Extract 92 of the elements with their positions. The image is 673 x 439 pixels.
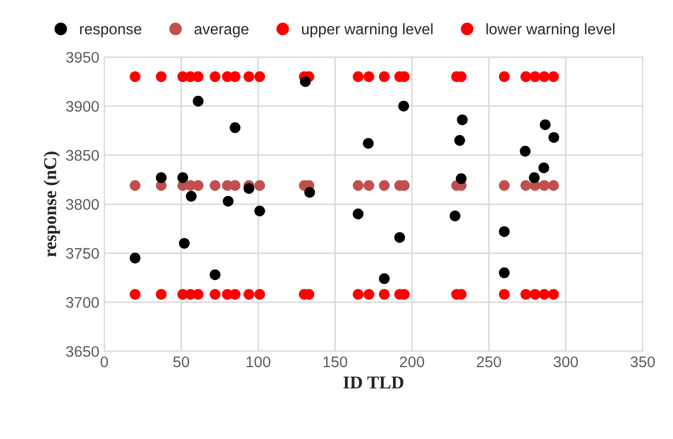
legend-label: response bbox=[80, 26, 142, 38]
point bbox=[548, 132, 560, 143]
x-tick-label: 50 bbox=[173, 356, 190, 368]
point bbox=[192, 96, 204, 107]
point bbox=[456, 114, 468, 126]
point bbox=[130, 288, 140, 300]
point bbox=[498, 288, 510, 300]
y-tick-label: 3900 bbox=[66, 100, 99, 112]
legend-label: upper warning level bbox=[302, 23, 433, 38]
point bbox=[230, 180, 240, 191]
y-axis-title: response (nC) bbox=[44, 152, 60, 257]
point bbox=[540, 119, 551, 130]
x-tick-label: 100 bbox=[246, 356, 270, 368]
point bbox=[538, 71, 550, 82]
point bbox=[130, 252, 140, 264]
x-tick-label: 200 bbox=[400, 356, 424, 368]
point bbox=[244, 71, 254, 82]
point bbox=[156, 71, 167, 82]
point bbox=[156, 288, 167, 300]
x-tick-label: 300 bbox=[554, 356, 578, 368]
point bbox=[156, 172, 167, 184]
point bbox=[254, 180, 266, 191]
point bbox=[378, 288, 390, 300]
point bbox=[210, 180, 220, 191]
y-tick-label: 3700 bbox=[66, 297, 99, 308]
point bbox=[230, 71, 240, 82]
point bbox=[378, 71, 390, 82]
legend-label: lower warning level bbox=[486, 23, 614, 38]
point bbox=[548, 288, 559, 300]
point bbox=[456, 173, 467, 184]
point bbox=[538, 180, 550, 191]
point bbox=[304, 186, 316, 198]
point bbox=[210, 269, 220, 280]
point bbox=[210, 288, 220, 300]
point bbox=[192, 180, 204, 191]
point bbox=[364, 180, 374, 191]
point bbox=[520, 180, 532, 191]
point bbox=[244, 183, 254, 194]
point bbox=[186, 190, 197, 202]
point bbox=[450, 210, 460, 222]
point bbox=[528, 172, 540, 184]
point bbox=[498, 71, 510, 82]
point bbox=[254, 288, 266, 300]
point bbox=[454, 135, 466, 146]
point bbox=[230, 122, 240, 134]
point bbox=[530, 71, 540, 82]
point bbox=[362, 138, 374, 149]
y-tick-label: 3650 bbox=[66, 346, 99, 357]
y-tick-label: 3750 bbox=[66, 248, 99, 259]
point bbox=[177, 172, 188, 184]
point bbox=[520, 288, 532, 300]
point bbox=[244, 288, 254, 300]
point bbox=[352, 180, 364, 191]
x-tick-label: 150 bbox=[323, 356, 348, 368]
point bbox=[538, 288, 550, 300]
point bbox=[230, 288, 240, 300]
point bbox=[394, 232, 406, 243]
y-tick-label: 3800 bbox=[66, 199, 99, 210]
point bbox=[178, 238, 190, 249]
point bbox=[548, 71, 559, 82]
point bbox=[352, 208, 364, 220]
point bbox=[192, 288, 204, 300]
point bbox=[498, 226, 510, 237]
y-tick-label: 3850 bbox=[66, 150, 99, 161]
point bbox=[352, 288, 364, 300]
point bbox=[378, 180, 390, 191]
point bbox=[192, 71, 204, 82]
x-tick-label: 250 bbox=[476, 356, 502, 368]
point bbox=[300, 76, 311, 87]
point bbox=[210, 71, 220, 82]
point bbox=[130, 71, 140, 82]
point bbox=[548, 180, 559, 191]
point bbox=[378, 273, 390, 284]
point bbox=[498, 267, 510, 278]
x-tick-label: 0 bbox=[100, 356, 108, 368]
point bbox=[364, 288, 374, 300]
point bbox=[398, 100, 410, 112]
point bbox=[254, 206, 266, 216]
x-tick-label: 350 bbox=[630, 356, 655, 368]
point bbox=[364, 71, 374, 82]
point bbox=[130, 180, 140, 191]
point bbox=[352, 71, 364, 82]
point bbox=[520, 71, 532, 82]
point bbox=[520, 146, 531, 157]
point bbox=[222, 196, 234, 207]
point bbox=[538, 162, 550, 174]
point bbox=[498, 180, 510, 191]
point bbox=[530, 288, 540, 300]
point bbox=[254, 71, 266, 82]
x-axis-title: ID TLD bbox=[343, 376, 404, 388]
y-tick-label: 3950 bbox=[66, 52, 99, 63]
legend-label: average bbox=[194, 26, 248, 38]
